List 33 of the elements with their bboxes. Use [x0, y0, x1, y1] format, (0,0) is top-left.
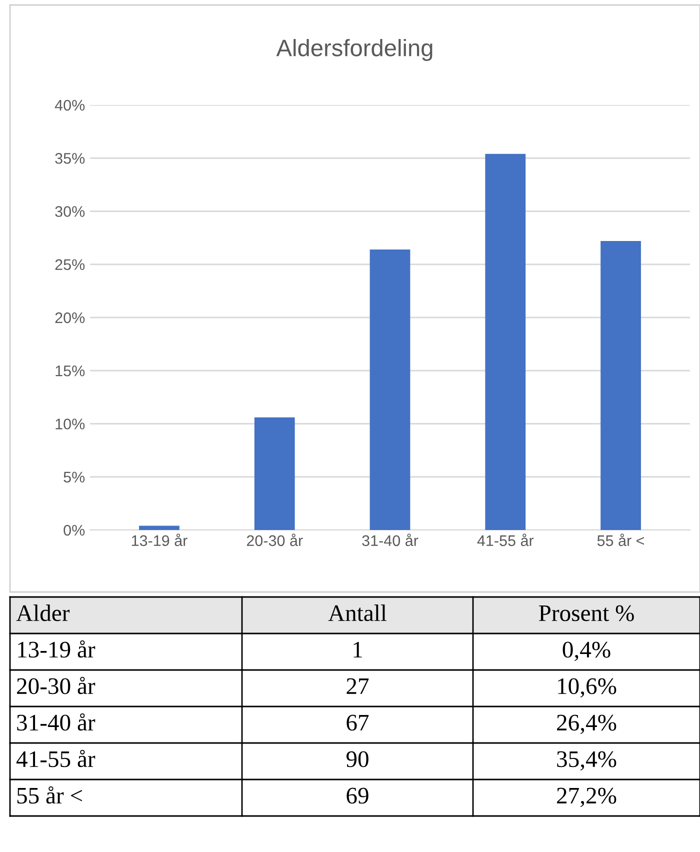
- category-label: 41-55 år: [16, 750, 96, 768]
- x-tick-label: 31-40 år: [362, 534, 418, 546]
- text: 26,4%: [557, 714, 616, 734]
- x-tick-label: 20-30 år: [246, 534, 303, 546]
- chart-title: Aldersfordeling: [276, 38, 432, 62]
- text: 69: [346, 788, 368, 804]
- y-tick-label: 35%: [55, 152, 85, 164]
- category-label: 31-40 år: [17, 713, 96, 731]
- y-tick-label: 20%: [55, 312, 85, 324]
- text: Prosent %: [538, 605, 634, 622]
- text: 10,6%: [558, 678, 616, 698]
- text: 67: [346, 714, 369, 731]
- text: 27: [346, 678, 369, 694]
- y-tick-label: 0%: [64, 524, 85, 536]
- y-tick-label: 30%: [55, 206, 85, 217]
- text: 27,2%: [557, 788, 616, 808]
- y-tick-label: 5%: [64, 472, 85, 483]
- y-tick-label: 10%: [56, 418, 85, 430]
- x-tick-label: 13-19 år: [132, 534, 188, 546]
- y-tick-label: 15%: [56, 366, 85, 376]
- x-tick-label: 55 år <: [597, 534, 644, 546]
- text: 1: [354, 642, 362, 658]
- y-tick-label: 40%: [54, 100, 85, 111]
- text: Antall: [328, 604, 387, 622]
- y-tick-label: 25%: [55, 259, 85, 270]
- category-label: 20-30 år: [17, 676, 96, 694]
- text: Alder: [16, 604, 70, 622]
- category-label: 55 år <: [17, 786, 82, 804]
- text: 35,4%: [557, 751, 616, 771]
- text: 90: [346, 751, 368, 768]
- text: 0,4%: [562, 642, 610, 662]
- x-tick-label: 41-55 år: [477, 534, 534, 546]
- category-label: 13-19 år: [18, 640, 96, 658]
